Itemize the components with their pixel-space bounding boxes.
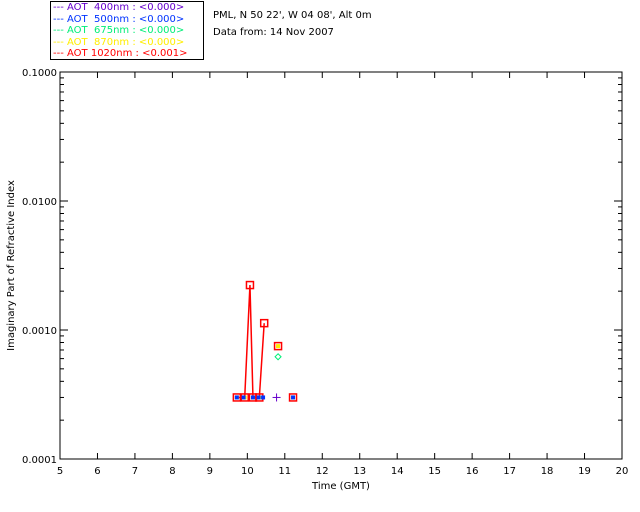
- x-tick-label: 17: [503, 466, 516, 477]
- x-tick-label: 9: [207, 466, 213, 477]
- x-tick-label: 10: [241, 466, 254, 477]
- y-axis-label: Imaginary Part of Refractive Index: [6, 180, 17, 351]
- plot-frame: [59, 71, 623, 460]
- data-point: [234, 395, 239, 400]
- legend-entry-400: --- AOT 400nm : <0.000>: [53, 2, 185, 13]
- x-tick-label: 15: [428, 466, 441, 477]
- x-tick-label: 7: [132, 466, 138, 477]
- legend-entry-500: --- AOT 500nm : <0.000>: [53, 13, 185, 25]
- x-tick-label: 12: [316, 466, 329, 477]
- x-tick-label: 11: [278, 466, 291, 477]
- data-point: [276, 344, 281, 349]
- x-tick-label: 16: [466, 466, 479, 477]
- data-point-diamond: [274, 353, 282, 361]
- data-point-square: [232, 393, 242, 402]
- legend: --- AOT 400nm : <0.000> --- AOT 500nm : …: [50, 1, 204, 60]
- legend-entry-675: --- AOT 675nm : <0.000>: [53, 25, 185, 37]
- x-tick-label: 18: [541, 466, 554, 477]
- y-tick-label: 0.0100: [22, 197, 57, 208]
- x-tick-label: 14: [391, 466, 404, 477]
- data-point: [291, 395, 296, 400]
- y-tick-label: 0.0010: [22, 326, 57, 337]
- data-point-square: [245, 280, 255, 290]
- x-tick-label: 20: [616, 466, 629, 477]
- x-tick-label: 8: [169, 466, 175, 477]
- data-point-square: [273, 341, 283, 351]
- data-point: [256, 395, 261, 400]
- data-point-square: [259, 318, 269, 328]
- x-tick-label: 6: [94, 466, 100, 477]
- y-tick-label: 0.0001: [22, 455, 57, 466]
- series-line-AOT-1020nm: [236, 285, 265, 399]
- data-point: [241, 395, 246, 400]
- x-tick-label: 19: [578, 466, 591, 477]
- legend-entry-870: --- AOT 870nm : <0.000>: [53, 36, 185, 48]
- y-tick-label: 0.1000: [22, 68, 57, 79]
- x-tick-label: 13: [353, 466, 366, 477]
- date-text: Data from: 14 Nov 2007: [213, 27, 334, 38]
- data-point-square: [288, 393, 298, 402]
- data-point: [261, 395, 266, 400]
- legend-entry-1020: --- AOT 1020nm : <0.001>: [53, 48, 188, 60]
- site-info: PML, N 50 22', W 04 08', Alt 0m Data fro…: [213, 7, 372, 41]
- data-point: [250, 395, 255, 400]
- x-tick-label: 5: [57, 466, 63, 477]
- location-text: PML, N 50 22', W 04 08', Alt 0m: [213, 10, 372, 21]
- x-axis-label: Time (GMT): [311, 481, 370, 492]
- data-point-square: [240, 393, 249, 402]
